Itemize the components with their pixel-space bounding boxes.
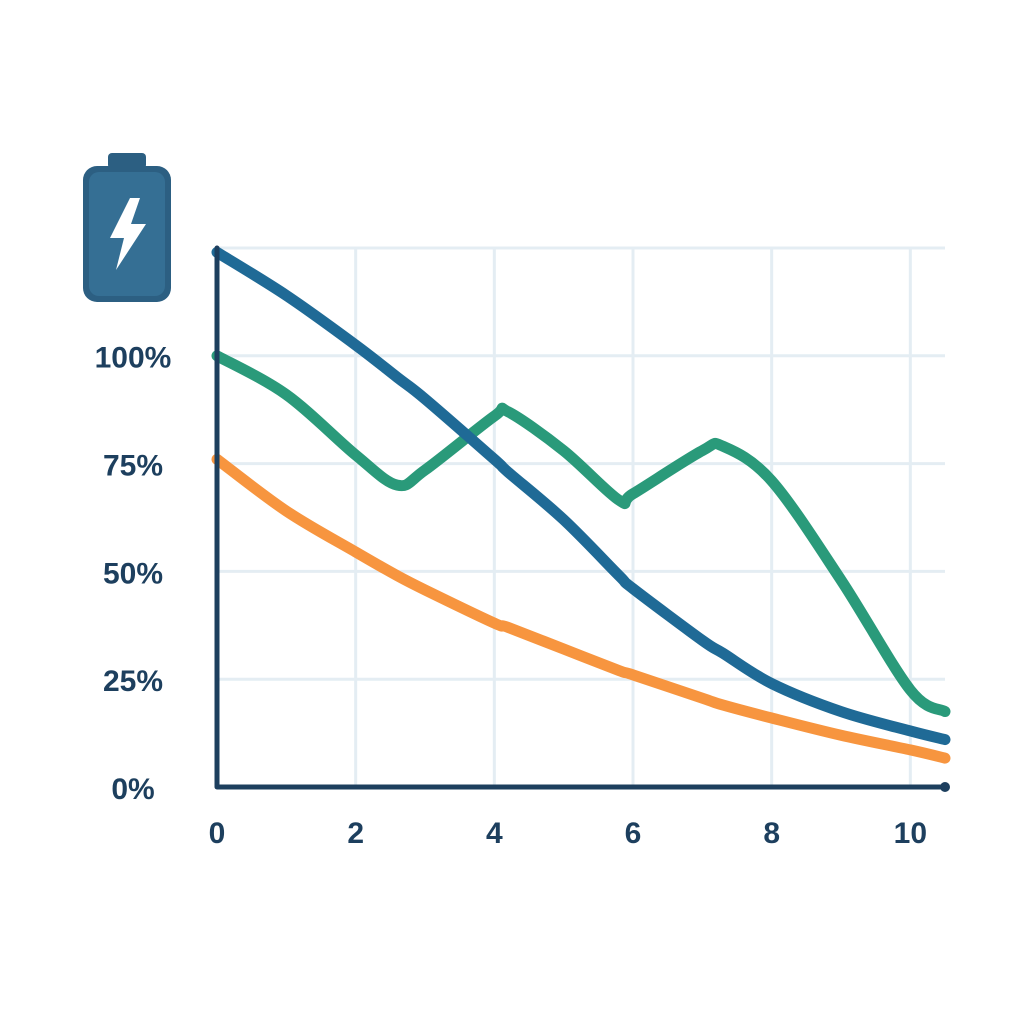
y-tick-label: 100% bbox=[95, 342, 172, 375]
axes: 0% 25% 50% 75% 100% 0 2 4 6 8 10 bbox=[95, 245, 950, 850]
lines bbox=[211, 246, 951, 764]
series-line bbox=[211, 246, 951, 746]
x-tick-label: 6 bbox=[625, 817, 642, 850]
axis-end bbox=[940, 782, 950, 792]
x-tick-label: 8 bbox=[763, 817, 780, 850]
y-tick-label: 25% bbox=[103, 665, 163, 698]
x-tick-label: 4 bbox=[486, 817, 503, 850]
series-line bbox=[211, 350, 951, 718]
y-tick-label: 75% bbox=[103, 450, 163, 483]
battery-icon bbox=[83, 153, 171, 302]
x-tick-label: 10 bbox=[894, 817, 927, 850]
y-tick-label: 0% bbox=[111, 773, 154, 806]
x-tick-label: 0 bbox=[209, 817, 226, 850]
y-tick-label: 50% bbox=[103, 557, 163, 590]
x-tick-label: 2 bbox=[347, 817, 364, 850]
series-line bbox=[211, 453, 951, 764]
